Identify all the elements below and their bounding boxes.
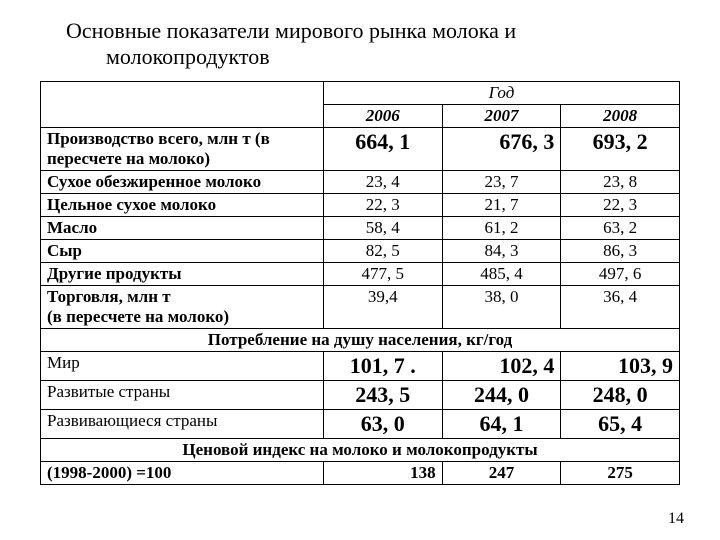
developed-2007: 244, 0	[442, 380, 561, 409]
row-whole: Цельное сухое молоко 22, 3 21, 7 22, 3	[41, 193, 680, 216]
skim-2006: 23, 4	[323, 170, 442, 193]
developing-2007: 64, 1	[442, 409, 561, 438]
year-2008: 2008	[561, 104, 680, 127]
row-skim: Сухое обезжиренное молоко 23, 4 23, 7 23…	[41, 170, 680, 193]
trade-2007: 38, 0	[442, 285, 561, 328]
label-prod-total-l1: Производство всего, млн т (в	[47, 129, 270, 148]
whole-2006: 22, 3	[323, 193, 442, 216]
cheese-2006: 82, 5	[323, 239, 442, 262]
other-2006: 477, 5	[323, 262, 442, 285]
year-header: Год	[323, 81, 679, 104]
prod-total-2008: 693, 2	[561, 127, 680, 170]
label-world: Мир	[41, 351, 324, 380]
year-2006: 2006	[323, 104, 442, 127]
price-header: Ценовой индекс на молоко и молокопродукт…	[41, 438, 680, 461]
other-2008: 497, 6	[561, 262, 680, 285]
title-line-2: молокопродуктов	[106, 44, 270, 69]
label-other: Другие продукты	[41, 262, 324, 285]
world-2007: 102, 4	[442, 351, 561, 380]
label-cheese: Сыр	[41, 239, 324, 262]
row-price-header: Ценовой индекс на молоко и молокопродукт…	[41, 438, 680, 461]
trade-2008: 36, 4	[561, 285, 680, 328]
price-2007: 247	[442, 461, 561, 484]
world-2006: 101, 7 .	[323, 351, 442, 380]
label-prod-total-l2: пересчете на молоко)	[47, 149, 210, 168]
consumption-header: Потребление на душу населения, кг/год	[41, 328, 680, 351]
row-price: (1998-2000) =100 138 247 275	[41, 461, 680, 484]
label-trade-l1: Торговля, млн т	[47, 287, 171, 306]
cheese-2007: 84, 3	[442, 239, 561, 262]
page-title: Основные показатели мирового рынка молок…	[66, 18, 690, 71]
data-table: Год 2006 2007 2008 Производство всего, м…	[40, 81, 680, 485]
row-world: Мир 101, 7 . 102, 4 103, 9	[41, 351, 680, 380]
row-other: Другие продукты 477, 5 485, 4 497, 6	[41, 262, 680, 285]
trade-2006: 39,4	[323, 285, 442, 328]
price-2008: 275	[561, 461, 680, 484]
label-whole: Цельное сухое молоко	[41, 193, 324, 216]
butter-2007: 61, 2	[442, 216, 561, 239]
developing-2008: 65, 4	[561, 409, 680, 438]
row-developing: Развивающиеся страны 63, 0 64, 1 65, 4	[41, 409, 680, 438]
label-trade-l2: (в пересчете на молоко)	[47, 307, 229, 326]
other-2007: 485, 4	[442, 262, 561, 285]
row-butter: Масло 58, 4 61, 2 63, 2	[41, 216, 680, 239]
skim-2008: 23, 8	[561, 170, 680, 193]
header-row-year: Год	[41, 81, 680, 104]
butter-2008: 63, 2	[561, 216, 680, 239]
whole-2008: 22, 3	[561, 193, 680, 216]
butter-2006: 58, 4	[323, 216, 442, 239]
label-developing: Развивающиеся страны	[41, 409, 324, 438]
row-cheese: Сыр 82, 5 84, 3 86, 3	[41, 239, 680, 262]
row-production-total: Производство всего, млн т (в пересчете н…	[41, 127, 680, 170]
title-line-1: Основные показатели мирового рынка молок…	[66, 18, 516, 43]
label-developed: Развитые страны	[41, 380, 324, 409]
skim-2007: 23, 7	[442, 170, 561, 193]
row-consumption-header: Потребление на душу населения, кг/год	[41, 328, 680, 351]
cheese-2008: 86, 3	[561, 239, 680, 262]
row-developed: Развитые страны 243, 5 244, 0 248, 0	[41, 380, 680, 409]
whole-2007: 21, 7	[442, 193, 561, 216]
developed-2006: 243, 5	[323, 380, 442, 409]
row-trade: Торговля, млн т (в пересчете на молоко) …	[41, 285, 680, 328]
page-number: 14	[668, 510, 684, 528]
label-price-base: (1998-2000) =100	[41, 461, 324, 484]
world-2008: 103, 9	[561, 351, 680, 380]
developing-2006: 63, 0	[323, 409, 442, 438]
price-2006: 138	[323, 461, 442, 484]
label-butter: Масло	[41, 216, 324, 239]
prod-total-2007: 676, 3	[442, 127, 561, 170]
prod-total-2006: 664, 1	[323, 127, 442, 170]
label-skim: Сухое обезжиренное молоко	[41, 170, 324, 193]
year-2007: 2007	[442, 104, 561, 127]
developed-2008: 248, 0	[561, 380, 680, 409]
